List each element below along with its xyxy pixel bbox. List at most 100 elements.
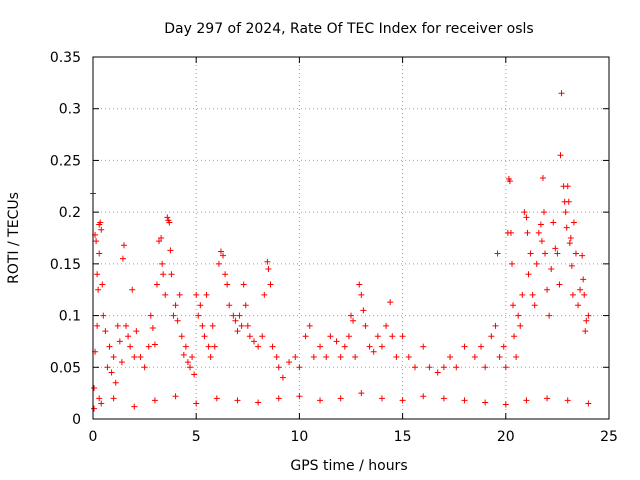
data-point <box>558 90 565 97</box>
data-point <box>583 317 590 324</box>
data-point <box>581 291 588 298</box>
x-tick-label: 25 <box>600 429 618 445</box>
data-point <box>242 302 249 309</box>
data-point <box>524 229 531 236</box>
data-point <box>114 322 121 329</box>
data-point <box>502 401 509 408</box>
data-point <box>508 260 515 267</box>
data-point <box>98 226 105 233</box>
data-point <box>279 374 286 381</box>
data-point <box>502 364 509 371</box>
data-point <box>546 312 553 319</box>
data-point <box>538 238 545 245</box>
data-point <box>562 209 569 216</box>
x-axis-label: GPS time / hours <box>290 458 407 474</box>
data-point <box>337 395 344 402</box>
data-point <box>510 302 517 309</box>
data-point <box>523 397 530 404</box>
x-tick-label: 20 <box>497 429 515 445</box>
data-point <box>234 397 241 404</box>
data-point <box>513 353 520 360</box>
data-point <box>539 175 546 182</box>
data-point <box>362 322 369 329</box>
data-point <box>182 343 189 350</box>
data-point <box>461 397 468 404</box>
data-point <box>106 343 113 350</box>
data-point <box>525 271 532 278</box>
data-point <box>94 271 101 278</box>
data-point <box>195 312 202 319</box>
data-point <box>506 178 513 185</box>
data-point <box>411 364 418 371</box>
data-point <box>151 341 158 348</box>
data-point <box>387 299 394 306</box>
data-point <box>352 353 359 360</box>
data-point <box>269 343 276 350</box>
data-point <box>378 395 385 402</box>
data-point <box>187 364 194 371</box>
data-point <box>199 322 206 329</box>
data-point <box>95 286 102 293</box>
data-point <box>172 302 179 309</box>
data-point <box>567 235 574 241</box>
data-point <box>420 393 427 400</box>
data-point <box>167 247 174 254</box>
data-point <box>116 338 123 345</box>
data-point <box>189 353 196 360</box>
data-point <box>149 324 156 331</box>
y-tick-label: 0.2 <box>59 205 81 221</box>
data-point <box>246 333 253 340</box>
data-point <box>554 250 561 257</box>
data-point <box>156 238 163 245</box>
data-point <box>224 281 231 288</box>
x-tick-label: 15 <box>394 429 412 445</box>
data-point <box>255 343 262 350</box>
data-point <box>393 353 400 360</box>
data-point <box>537 221 544 228</box>
data-point <box>153 281 160 288</box>
data-point <box>151 397 158 404</box>
data-point <box>213 395 220 402</box>
data-point <box>453 364 460 371</box>
data-point <box>471 353 478 360</box>
data-point <box>515 312 522 319</box>
data-point <box>205 343 212 350</box>
data-point <box>91 405 98 412</box>
data-point <box>575 302 582 309</box>
data-point <box>517 322 524 329</box>
data-point <box>275 395 282 402</box>
data-point <box>162 291 169 298</box>
data-point <box>535 229 542 236</box>
data-point <box>577 286 584 293</box>
data-point <box>544 395 551 402</box>
x-tick-label: 0 <box>89 429 98 445</box>
data-point <box>570 219 577 226</box>
data-point <box>582 328 589 335</box>
axis-ticks: 0 5 10 15 20 25 0 0.05 0.1 0.15 0.2 0.25 0.3 0.35 <box>50 50 618 445</box>
data-point <box>568 262 575 269</box>
data-point <box>540 209 547 216</box>
plot-frame <box>92 56 610 420</box>
data-point <box>296 393 303 400</box>
data-point <box>348 312 354 319</box>
data-point <box>461 343 468 350</box>
data-point <box>98 400 105 407</box>
data-point <box>482 399 489 406</box>
data-point <box>564 183 571 190</box>
data-point <box>358 390 365 397</box>
data-point <box>170 312 177 319</box>
data-point <box>164 214 171 221</box>
data-point <box>166 219 173 226</box>
data-point <box>226 302 233 309</box>
data-point <box>337 353 344 360</box>
data-point <box>440 395 447 402</box>
data-point <box>580 276 587 283</box>
y-tick-label: 0.35 <box>50 50 81 66</box>
data-point <box>374 333 381 340</box>
data-point <box>317 343 324 350</box>
data-point <box>507 229 514 236</box>
x-tick-label: 5 <box>192 429 201 445</box>
data-point <box>572 250 579 257</box>
data-point <box>264 258 271 265</box>
data-point <box>275 364 282 371</box>
